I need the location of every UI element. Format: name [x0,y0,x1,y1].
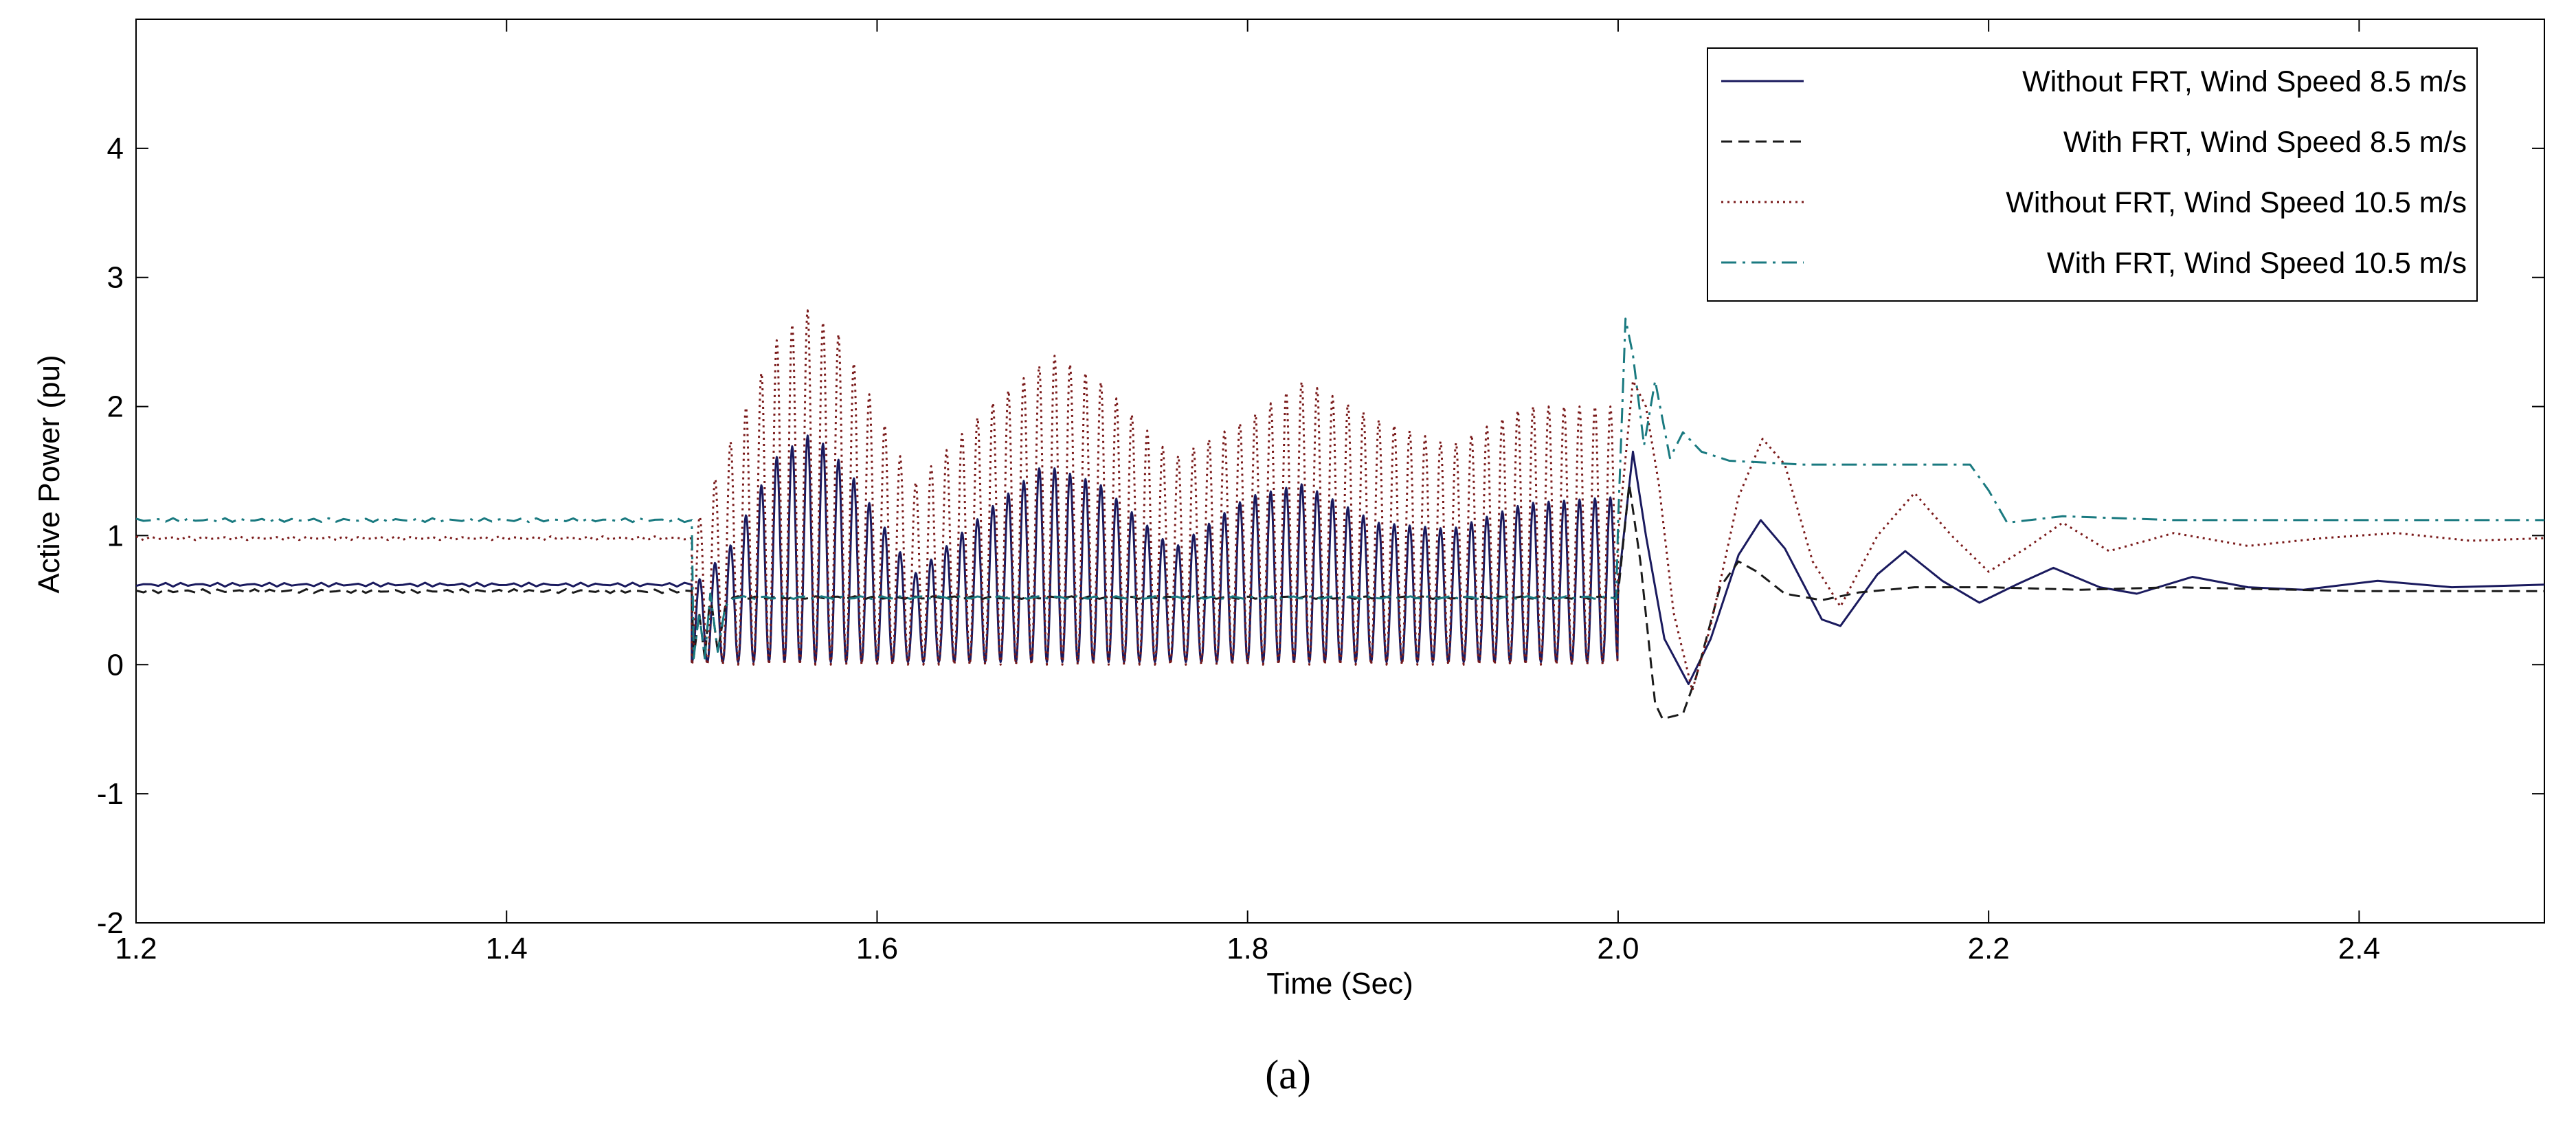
series-layer [135,309,2545,720]
y-axis: -2 -1 0 1 2 3 4 [97,132,2544,940]
x-tick-label: 1.4 [486,932,528,965]
y-tick-label: 3 [107,261,124,295]
y-tick-label: -2 [97,906,124,940]
figure-caption: (a) [1265,1052,1311,1097]
legend: Without FRT, Wind Speed 8.5 m/s With FRT,… [1707,47,2478,302]
x-tick-label: 2.4 [2338,932,2380,965]
x-axis-label: Time (Sec) [1266,967,1413,1001]
legend-entry-label: With FRT, Wind Speed 8.5 m/s [2063,126,2467,159]
y-axis-label: Active Power (pu) [32,355,66,593]
legend-entry-label: Without FRT, Wind Speed 10.5 m/s [2006,186,2467,219]
y-tick-label: 4 [107,132,124,166]
y-tick-label: 1 [107,519,124,552]
x-tick-label: 2.0 [1597,932,1639,965]
y-tick-label: 0 [107,648,124,682]
series-line-3 [135,309,2545,692]
x-tick-label: 2.2 [1968,932,2010,965]
legend-entry-label: Without FRT, Wind Speed 8.5 m/s [2022,65,2467,98]
y-tick-label: -1 [97,777,124,811]
legend-entry-label: With FRT, Wind Speed 10.5 m/s [2047,247,2467,280]
y-tick-label: 2 [107,390,124,424]
x-axis: 1.2 1.4 1.6 1.8 2.0 2.2 2.4 [115,19,2380,965]
x-tick-label: 1.2 [115,932,157,965]
series-line-4 [135,317,2544,660]
series-line-2 [135,482,2544,720]
x-tick-label: 1.6 [856,932,898,965]
x-tick-label: 1.8 [1227,932,1268,965]
legend-box [1707,47,2478,302]
